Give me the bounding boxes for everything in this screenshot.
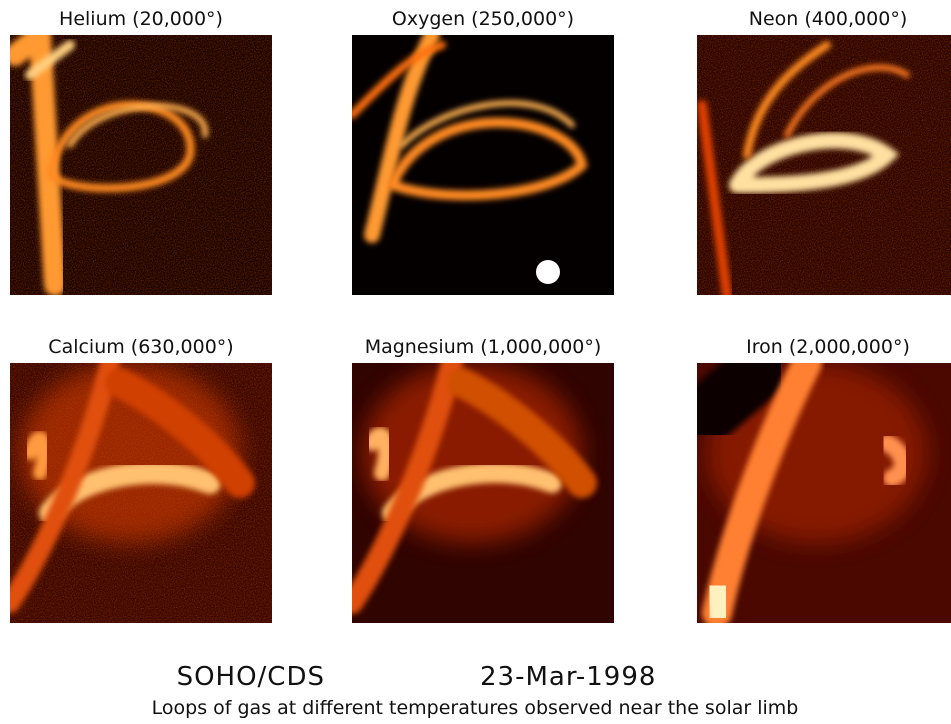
panel-label: Magnesium (1,000,000°) xyxy=(365,336,602,358)
loop xyxy=(712,590,723,613)
panel-label: Neon (400,000°) xyxy=(749,8,908,30)
panel-image xyxy=(10,363,272,623)
panel-image xyxy=(697,35,951,295)
panel-image xyxy=(352,363,614,623)
panel-label: Calcium (630,000°) xyxy=(48,336,233,358)
panel-label: Iron (2,000,000°) xyxy=(746,336,910,358)
caption: Loops of gas at different temperatures o… xyxy=(152,697,799,719)
dot xyxy=(536,260,560,284)
date: 23-Mar-1998 xyxy=(480,662,656,692)
figure: SOHO/CDS 23-Mar-1998 Loops of gas at dif… xyxy=(0,0,951,724)
page: SOHO/CDS 23-Mar-1998 Loops of gas at dif… xyxy=(0,0,951,724)
panel-label: Helium (20,000°) xyxy=(59,8,223,30)
panel-image xyxy=(697,363,951,623)
noise xyxy=(697,35,951,295)
panel-image xyxy=(10,35,272,295)
panel-image xyxy=(352,35,614,295)
panel-label: Oxygen (250,000°) xyxy=(392,8,574,30)
instrument: SOHO/CDS xyxy=(177,662,325,692)
